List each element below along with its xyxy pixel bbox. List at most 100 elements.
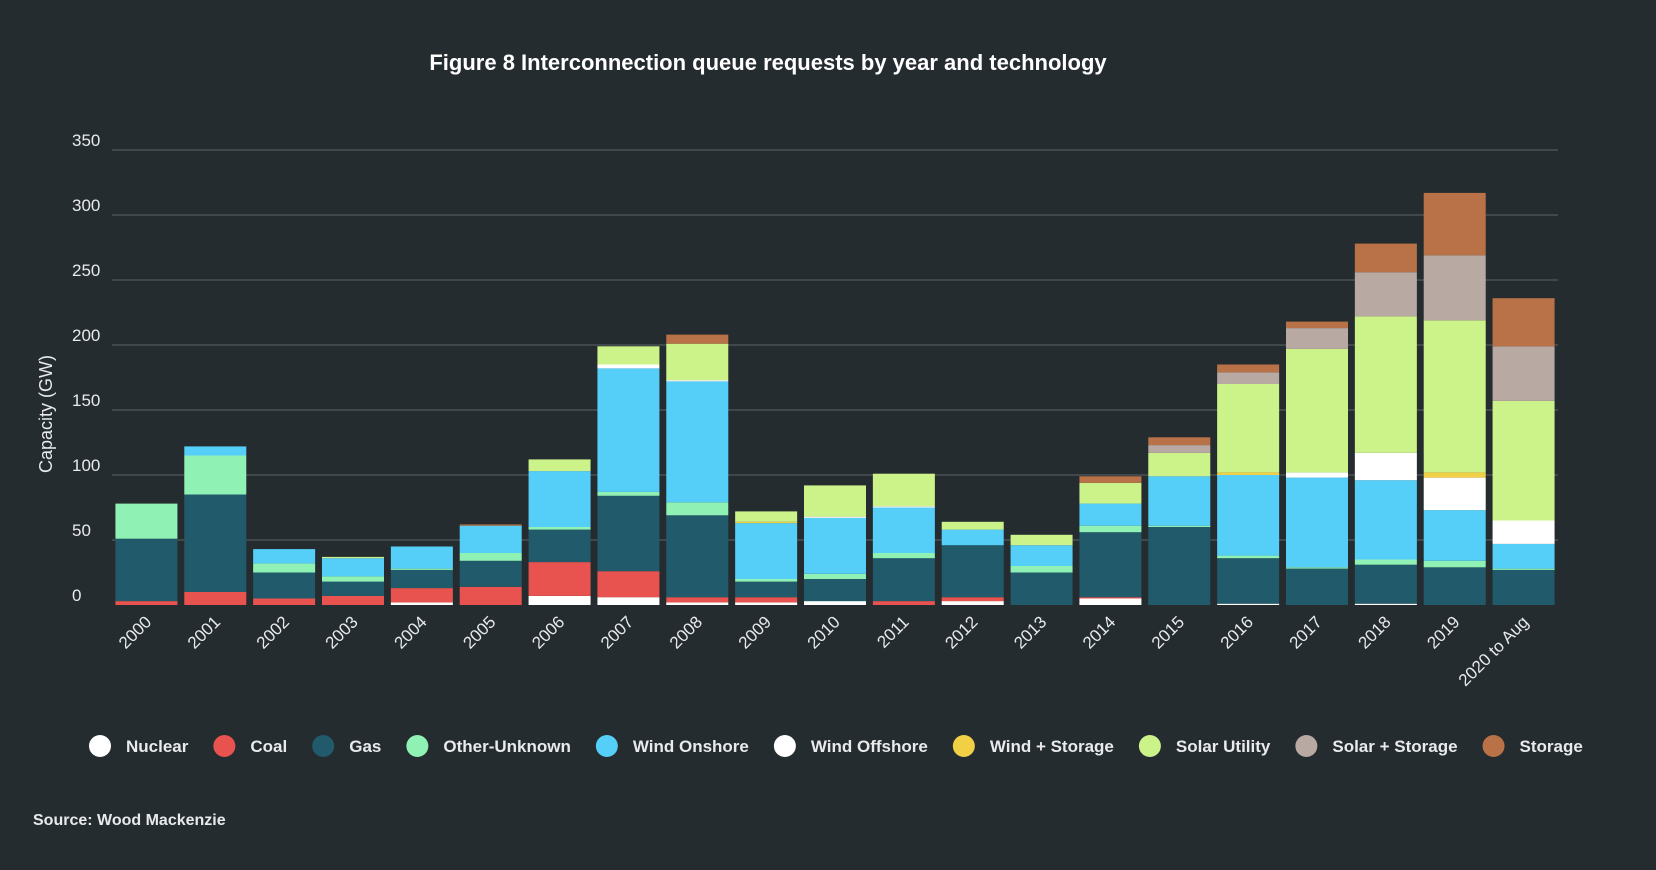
bar-segment-other-unknown	[1148, 525, 1211, 527]
bar-segment-coal	[184, 592, 247, 605]
bar-segment-wind-offshore	[666, 380, 729, 382]
x-tick-label: 2012	[941, 612, 981, 652]
bar-segment-nuclear	[597, 597, 660, 605]
bar-segment-coal	[528, 562, 591, 596]
legend-item: Nuclear	[89, 735, 189, 757]
bar-segment-wind-onshore	[804, 517, 866, 574]
bar-segment-gas	[390, 569, 453, 589]
x-tick-label: 2007	[597, 612, 637, 652]
legend-item: Wind Onshore	[595, 735, 749, 757]
bar-segment-gas	[1286, 568, 1348, 605]
bar-segment-solar-utility	[597, 346, 660, 365]
x-tick-label: 2017	[1286, 612, 1326, 652]
x-tick-label: 2015	[1148, 612, 1188, 652]
bar-segment-other-unknown	[1286, 567, 1348, 569]
x-tick-label: 2001	[184, 612, 224, 652]
bar-stack	[1148, 437, 1211, 605]
bar-segment-wind-onshore	[459, 525, 522, 553]
bar-segment-gas	[253, 572, 316, 599]
x-tick-label: 2006	[528, 612, 568, 652]
bar-segment-solar-utility	[1148, 452, 1211, 477]
y-tick-label: 200	[72, 326, 100, 345]
bar-segment-solar-storage	[1492, 346, 1555, 401]
bar-segment-solar-storage	[1217, 372, 1280, 384]
bar-segment-solar-utility	[804, 485, 866, 517]
bar-segment-wind-storage	[1217, 472, 1280, 475]
bar-stack	[528, 459, 591, 605]
bars	[115, 192, 1555, 605]
bar-segment-solar-utility	[1423, 320, 1486, 473]
bar-segment-storage	[666, 334, 729, 344]
bar-segment-gas	[666, 515, 729, 598]
legend-label: Solar + Storage	[1332, 737, 1457, 756]
bar-stack	[390, 546, 453, 605]
source-note: Source: Wood Mackenzie	[33, 812, 226, 829]
bar-segment-other-unknown	[322, 576, 384, 582]
bar-segment-other-unknown	[872, 553, 935, 559]
bar-stack	[459, 524, 522, 605]
legend-label: Storage	[1520, 737, 1583, 756]
bar-segment-storage	[459, 524, 522, 526]
legend-swatch	[312, 735, 335, 757]
bar-segment-solar-utility	[1492, 400, 1555, 521]
bar-segment-gas	[872, 558, 935, 602]
y-tick-label: 150	[72, 391, 100, 410]
legend-item: Storage	[1482, 735, 1583, 757]
x-tick-label: 2018	[1355, 612, 1395, 652]
legend-swatch	[1138, 735, 1161, 757]
bar-segment-gas	[1354, 564, 1417, 604]
bar-segment-other-unknown	[1217, 555, 1280, 559]
bar-stack	[666, 334, 729, 605]
bar-segment-gas	[1079, 532, 1142, 598]
bar-segment-other-unknown	[666, 502, 729, 516]
legend-item: Solar Utility	[1138, 735, 1271, 757]
bar-segment-solar-utility	[528, 459, 591, 472]
legend-label: Nuclear	[126, 737, 189, 756]
bar-segment-storage	[1492, 298, 1555, 347]
bar-stack	[872, 473, 935, 605]
bar-segment-other-unknown	[804, 573, 866, 579]
bar-segment-gas	[597, 495, 660, 572]
bar-segment-storage	[1423, 192, 1486, 256]
bar-segment-solar-utility	[735, 511, 798, 522]
bar-segment-wind-onshore	[1354, 480, 1417, 560]
bar-segment-wind-onshore	[597, 368, 660, 492]
bar-segment-coal	[941, 597, 1004, 602]
y-tick-label: 250	[72, 261, 100, 280]
x-tick-label: 2020 to Aug	[1455, 612, 1533, 690]
bar-stack	[735, 511, 798, 605]
bar-stack	[1079, 476, 1142, 605]
y-axis-label: Capacity (GW)	[36, 355, 56, 473]
legend-item: Wind Offshore	[773, 735, 928, 757]
bar-segment-wind-onshore	[1423, 510, 1486, 561]
bar-segment-storage	[1148, 437, 1211, 446]
y-tick-label: 100	[72, 456, 100, 475]
bar-stack	[115, 503, 178, 605]
x-tick-label: 2013	[1010, 612, 1050, 652]
bar-segment-solar-utility	[1217, 384, 1280, 473]
bar-stack	[1354, 243, 1417, 605]
bar-segment-storage	[1079, 476, 1142, 483]
x-tick-label: 2009	[735, 612, 775, 652]
bar-segment-wind-offshore	[1423, 477, 1486, 511]
bar-segment-solar-utility	[1354, 316, 1417, 453]
bar-segment-nuclear	[735, 602, 798, 605]
bar-segment-coal	[322, 595, 384, 605]
legend-label: Coal	[250, 737, 287, 756]
bar-segment-nuclear	[941, 601, 1004, 605]
bar-segment-gas	[115, 538, 178, 602]
bar-segment-wind-onshore	[390, 546, 453, 569]
bar-segment-other-unknown	[528, 527, 591, 530]
bar-segment-other-unknown	[1079, 525, 1142, 533]
bar-segment-solar-utility	[1079, 482, 1142, 504]
bar-segment-other-unknown	[253, 563, 316, 573]
bar-stack	[184, 446, 247, 605]
bar-segment-wind-onshore	[528, 471, 591, 527]
y-axis-ticks: 0 50 100 150 200 250 300 350	[72, 131, 100, 605]
bar-segment-gas	[941, 545, 1004, 598]
bar-segment-other-unknown	[390, 568, 453, 570]
bar-segment-coal	[1079, 597, 1142, 599]
bar-segment-solar-storage	[1148, 445, 1211, 453]
legend-swatch	[1295, 735, 1318, 757]
x-tick-label: 2011	[873, 612, 912, 651]
